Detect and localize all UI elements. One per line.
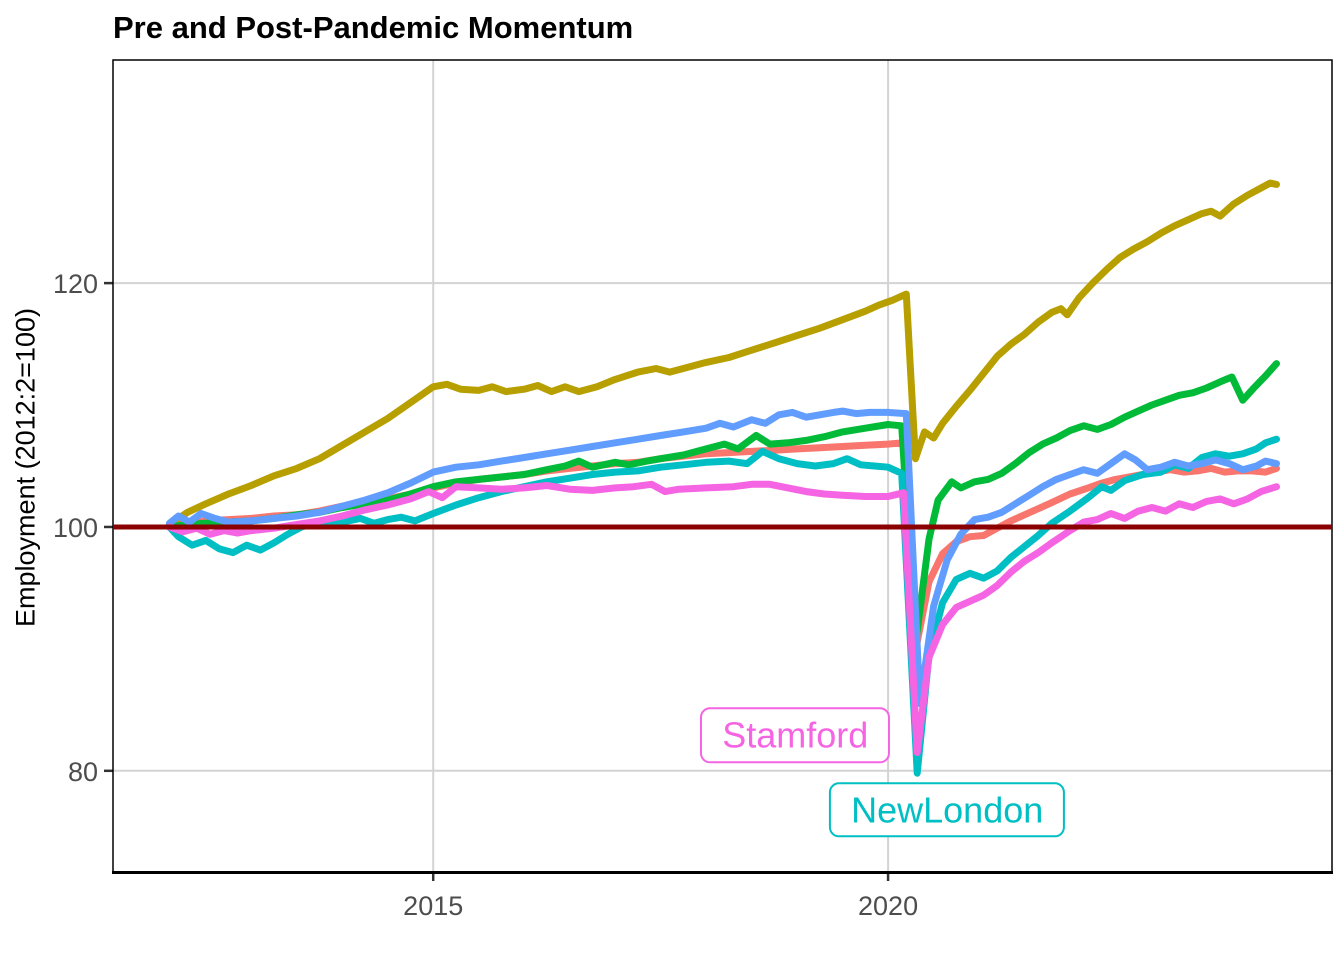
gold-line [165,179,1280,528]
annotation-label-stamford: Stamford [700,707,891,764]
blue-line [165,407,1280,708]
tick-label-x-2015: 2015 [403,891,463,921]
tick-label-y-100: 100 [53,513,98,543]
tick-label-x-2020: 2020 [858,891,918,921]
tick-label-y-120: 120 [53,269,98,299]
annotation-label-newlondon: NewLondon [829,782,1066,838]
y-axis-title: Employment (2012:2=100) [10,308,41,627]
green-line [165,360,1280,649]
page-title: Pre and Post-Pandemic Momentum [113,10,634,45]
magenta-line [165,480,1280,756]
tick-label-y-80: 80 [68,757,98,787]
